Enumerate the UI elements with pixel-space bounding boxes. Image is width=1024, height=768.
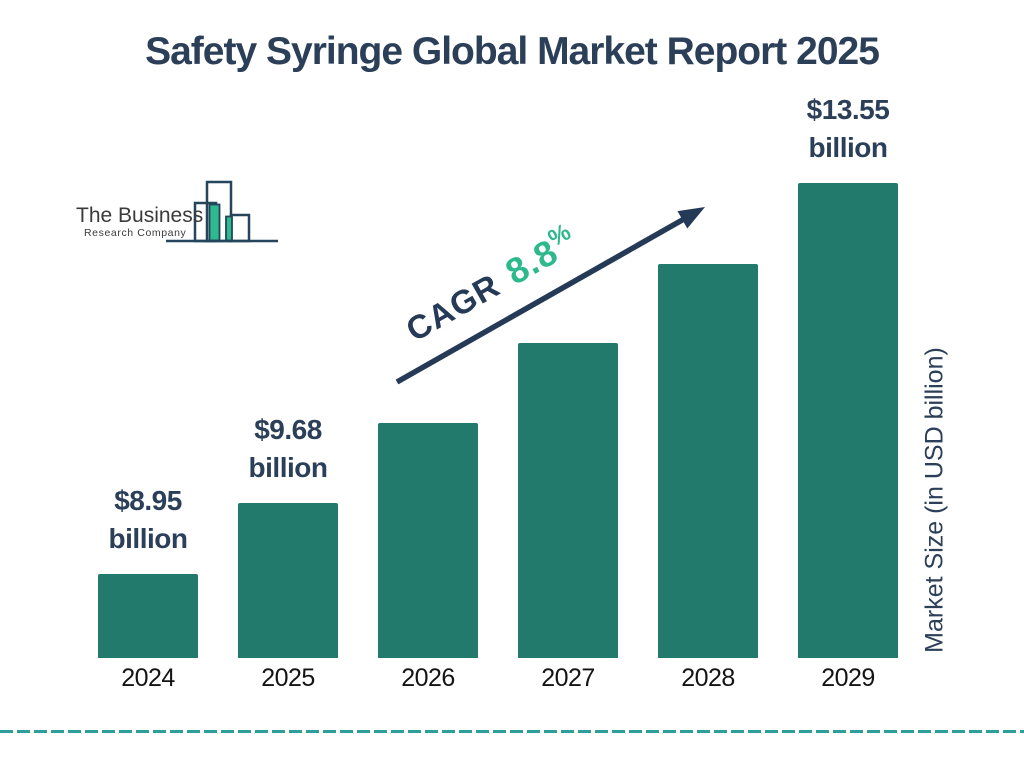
year-label-2026: 2026 xyxy=(401,664,455,692)
logo-text-line2: Research Company xyxy=(84,227,187,239)
year-label-2025: 2025 xyxy=(261,664,315,692)
logo-bars-icon xyxy=(166,180,278,243)
year-label-2029: 2029 xyxy=(821,664,875,692)
value-label-2029: $13.55 billion xyxy=(768,91,928,167)
bar-2029 xyxy=(798,183,898,658)
value-label-line: $8.95 xyxy=(114,485,182,516)
year-label-2028: 2028 xyxy=(681,664,735,692)
company-logo: The Business Research Company xyxy=(76,180,278,243)
value-label-2024: $8.95 billion xyxy=(68,482,228,558)
bar-2024 xyxy=(98,574,198,658)
bar-2027 xyxy=(518,343,618,658)
bar-2026 xyxy=(378,423,478,658)
bar-2028 xyxy=(658,264,758,658)
bottom-dashed-divider xyxy=(0,730,1024,733)
value-label-line: billion xyxy=(808,132,888,163)
logo-text-line1: The Business xyxy=(76,204,203,227)
value-label-line: billion xyxy=(108,523,188,554)
year-label-2024: 2024 xyxy=(121,664,175,692)
value-label-line: billion xyxy=(248,452,328,483)
value-label-2025: $9.68 billion xyxy=(208,411,368,487)
value-label-line: $13.55 xyxy=(806,94,890,125)
page-title: Safety Syringe Global Market Report 2025 xyxy=(145,30,880,73)
year-label-2027: 2027 xyxy=(541,664,595,692)
cagr-label: CAGR xyxy=(399,266,506,349)
cagr-annotation: CAGR8.8% xyxy=(397,218,585,350)
bar-2025 xyxy=(238,503,338,658)
y-axis-label: Market Size (in USD billion) xyxy=(920,347,949,653)
value-label-line: $9.68 xyxy=(254,414,322,445)
